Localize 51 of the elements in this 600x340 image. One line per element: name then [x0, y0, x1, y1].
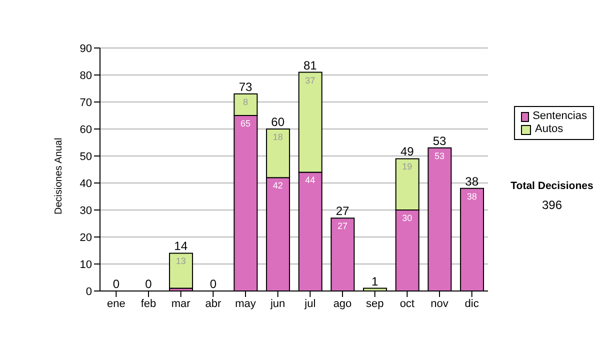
total-label: 73: [238, 80, 252, 94]
data-label: 38: [466, 191, 477, 202]
y-tick-label: 70: [80, 96, 92, 109]
data-label: 37: [305, 75, 316, 86]
y-tick-label: 0: [86, 286, 92, 298]
legend-label: Autos: [535, 123, 564, 136]
data-label: 42: [272, 180, 283, 191]
total-label: 0: [210, 277, 217, 291]
data-label: 27: [337, 221, 348, 232]
x-tick-label: nov: [430, 298, 449, 310]
data-label: 44: [305, 175, 316, 186]
data-label: 53: [434, 150, 445, 161]
total-label: 0: [112, 277, 120, 291]
data-label: 8: [242, 96, 248, 107]
data-label: 18: [272, 132, 283, 142]
total-label: 53: [432, 134, 446, 148]
x-tick-label: feb: [140, 298, 156, 310]
total-label: 1: [371, 274, 378, 288]
total-label: 38: [465, 174, 479, 188]
data-label: 65: [240, 118, 251, 128]
x-tick-label: jul: [304, 298, 316, 310]
y-tick-label: 40: [80, 178, 92, 190]
y-tick-label: 80: [80, 70, 92, 82]
total-label: 27: [336, 204, 350, 218]
y-tick-label: 30: [80, 204, 92, 217]
x-tick-label: oct: [400, 298, 415, 310]
total-label: 49: [400, 144, 414, 159]
x-tick-label: mar: [171, 298, 191, 310]
data-label: 13: [176, 256, 186, 266]
x-tick-label: sep: [366, 298, 384, 310]
x-tick-label: ene: [106, 298, 126, 310]
y-tick-label: 50: [80, 150, 92, 163]
text: Total Decisiones: [510, 180, 594, 192]
total-label: 81: [303, 58, 318, 72]
x-tick-label: jun: [269, 298, 286, 310]
x-tick-label: dic: [464, 298, 480, 310]
data-label: 19: [402, 162, 412, 172]
x-tick-label: may: [235, 298, 256, 310]
text: 396: [540, 198, 564, 212]
total-label: 0: [145, 277, 152, 291]
x-tick-label: abr: [205, 298, 222, 310]
y-axis-title: Decisiones Anual: [54, 138, 65, 214]
x-tick-label: ago: [333, 298, 352, 310]
legend-label: Sentencias: [532, 110, 587, 123]
y-tick-label: 60: [80, 124, 92, 136]
total-label: 60: [271, 115, 285, 129]
y-tick-label: 90: [80, 42, 92, 55]
y-tick-label: 10: [80, 258, 92, 271]
data-label: 30: [402, 213, 412, 223]
total-label: 14: [174, 239, 188, 254]
y-tick-label: 20: [80, 232, 92, 244]
